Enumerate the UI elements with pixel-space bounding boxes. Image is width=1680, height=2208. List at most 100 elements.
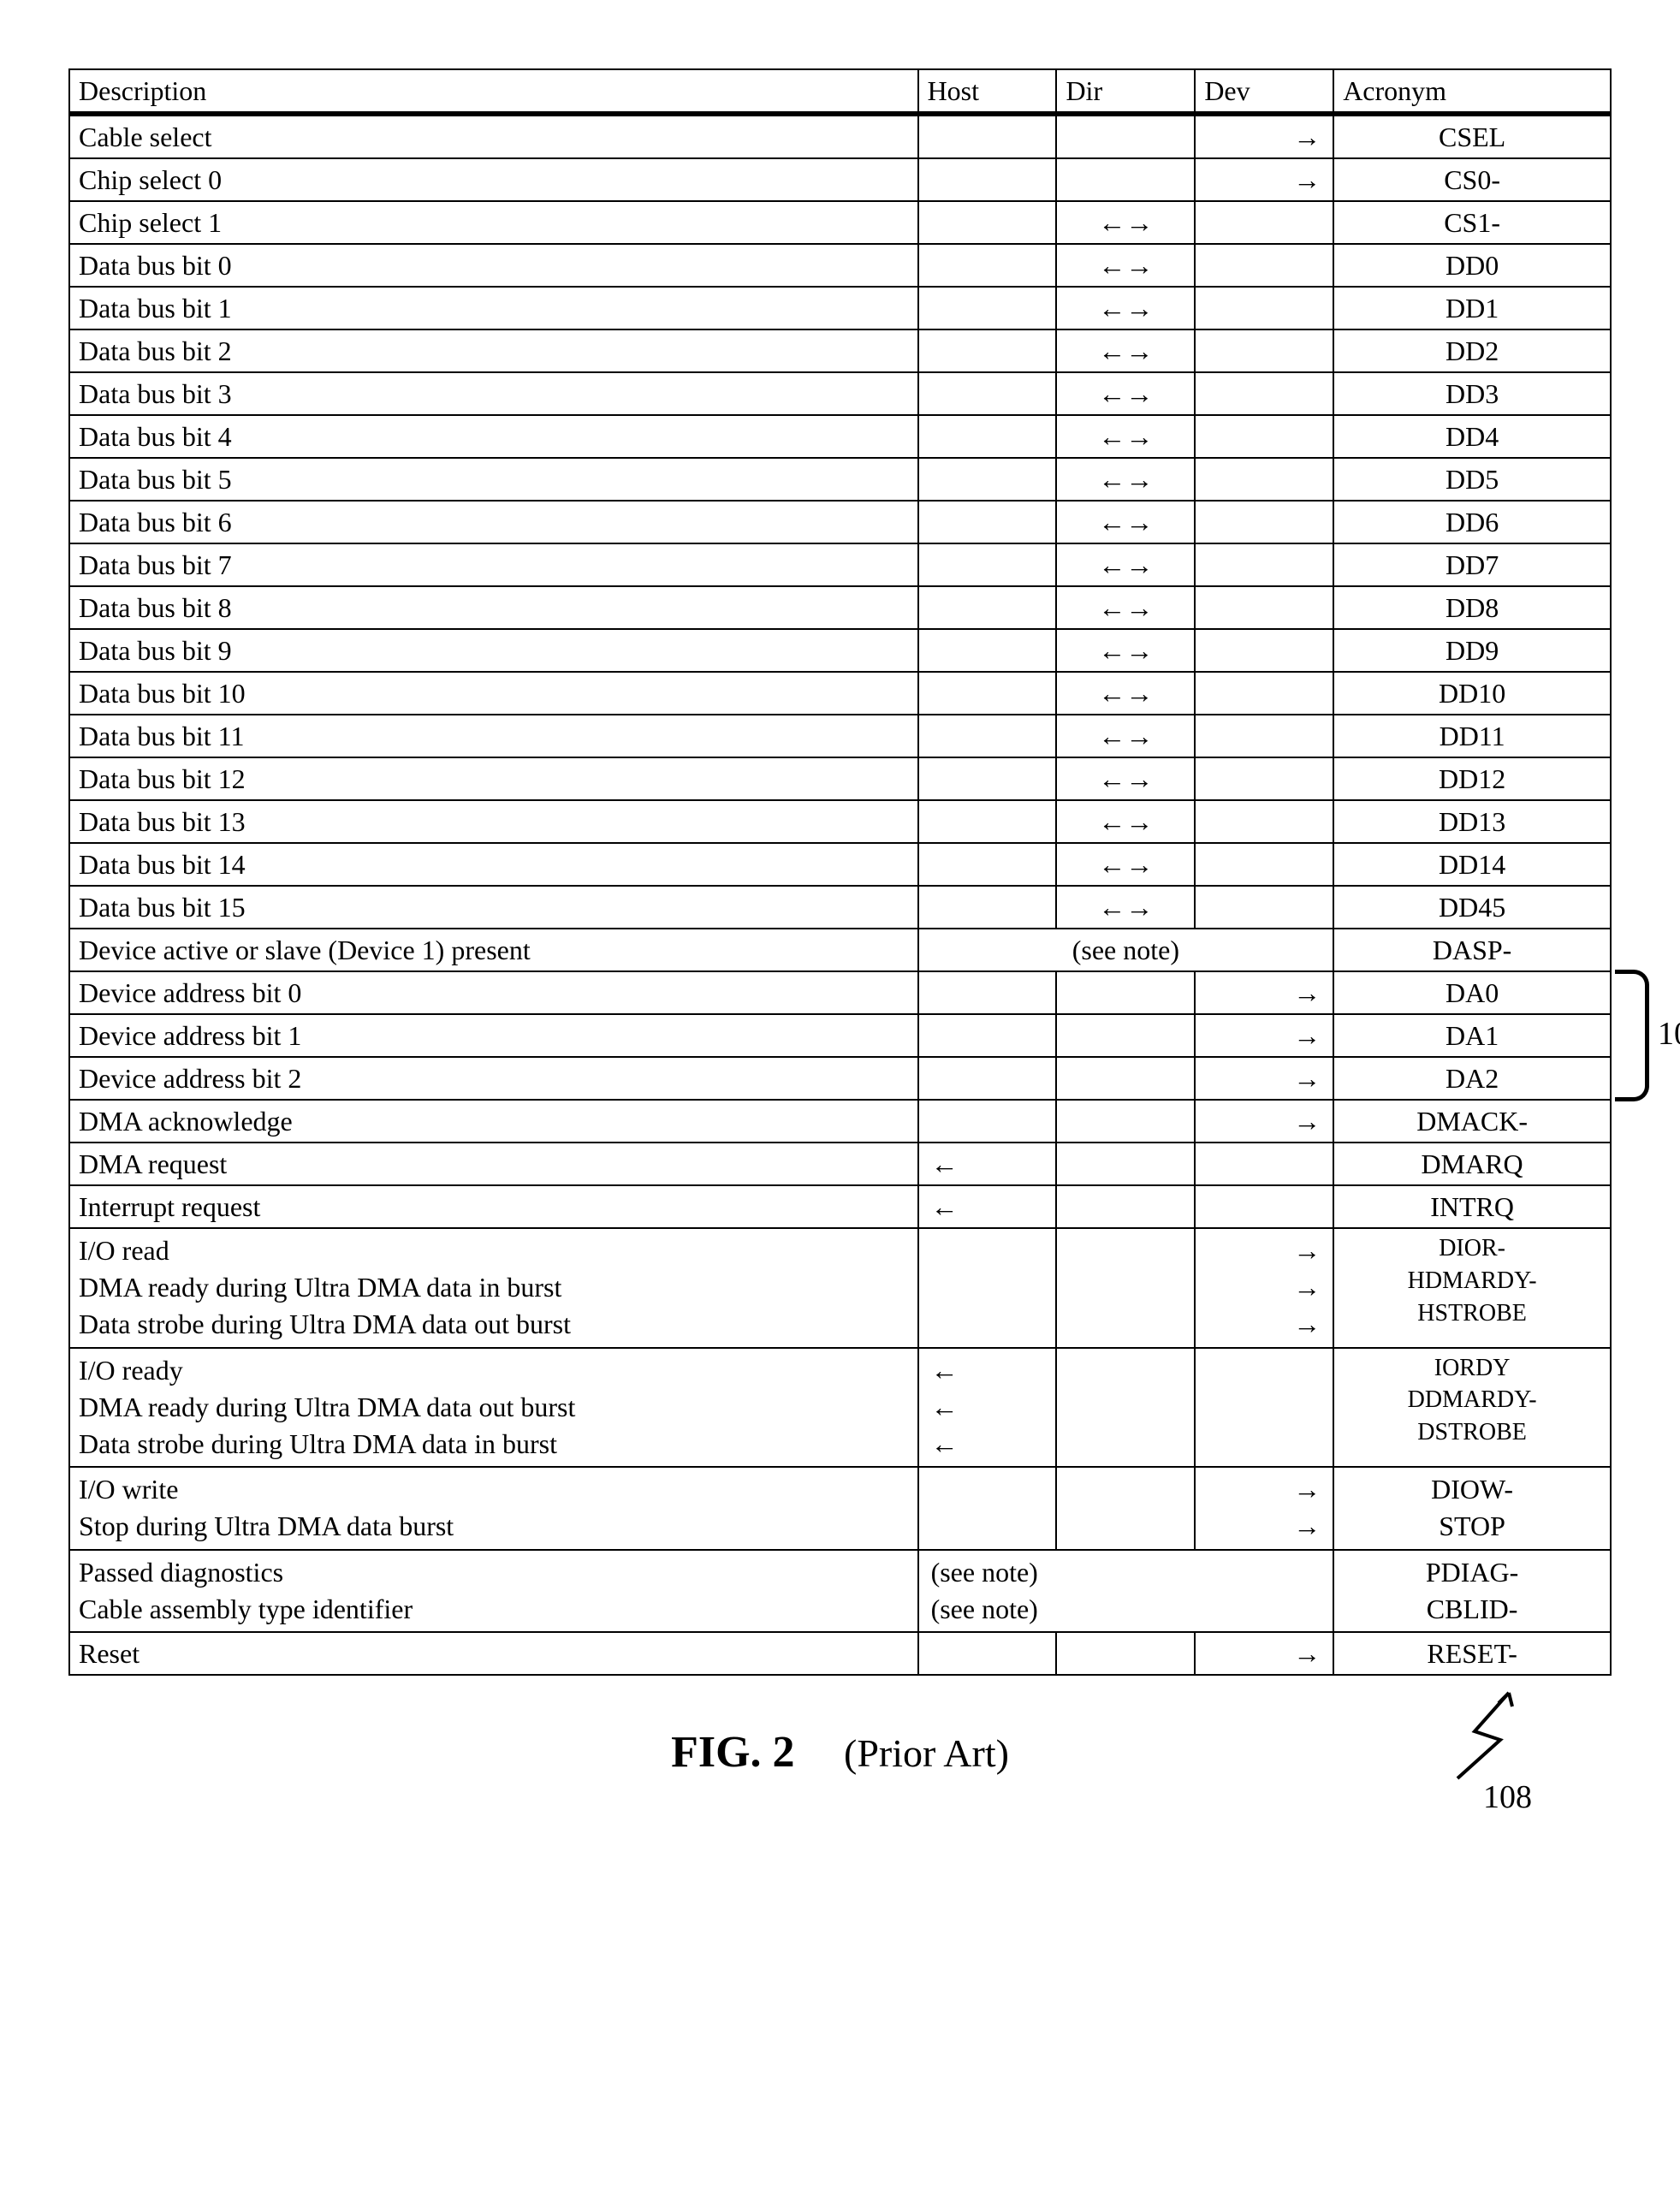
cell-dir: ←→ xyxy=(1056,672,1195,715)
cell-host xyxy=(918,287,1057,329)
cell-dir: ←→ xyxy=(1056,287,1195,329)
cell-host xyxy=(918,415,1057,458)
cell-host: ← xyxy=(918,1185,1057,1228)
cell-desc: Device address bit 1 xyxy=(69,1014,918,1057)
cell-dir: ←→ xyxy=(1056,458,1195,501)
cell-desc: Data bus bit 8 xyxy=(69,586,918,629)
line: DMA ready during Ultra DMA data out burs… xyxy=(79,1389,909,1426)
cell-dev xyxy=(1195,244,1333,287)
table-row: DMA acknowledge→DMACK- xyxy=(69,1100,1611,1143)
cell-desc: Data bus bit 14 xyxy=(69,843,918,886)
cell-dev xyxy=(1195,586,1333,629)
cell-desc: Data bus bit 2 xyxy=(69,329,918,372)
table-row: Data bus bit 8←→DD8 xyxy=(69,586,1611,629)
table-row: Data bus bit 2←→DD2 xyxy=(69,329,1611,372)
cell-dir xyxy=(1056,1632,1195,1675)
cell-desc: Data bus bit 0 xyxy=(69,244,918,287)
cell-dir: ←→ xyxy=(1056,201,1195,244)
cell-host xyxy=(918,244,1057,287)
cell-dir: ←→ xyxy=(1056,715,1195,757)
table-row: Device active or slave (Device 1) presen… xyxy=(69,929,1611,971)
line: I/O write xyxy=(79,1471,909,1508)
cell-acronym: DASP- xyxy=(1333,929,1611,971)
cell-host xyxy=(918,586,1057,629)
cell-desc: Data bus bit 5 xyxy=(69,458,918,501)
table-row: Data bus bit 13←→DD13 xyxy=(69,800,1611,843)
cell-desc: Data bus bit 3 xyxy=(69,372,918,415)
cell-dir xyxy=(1056,1014,1195,1057)
cell-desc: Chip select 1 xyxy=(69,201,918,244)
cell-host xyxy=(918,971,1057,1014)
cell-acronym: DD9 xyxy=(1333,629,1611,672)
cell-host xyxy=(918,458,1057,501)
cell-dev xyxy=(1195,329,1333,372)
cell-desc: I/O ready DMA ready during Ultra DMA dat… xyxy=(69,1348,918,1468)
cell-dev xyxy=(1195,201,1333,244)
cell-host xyxy=(918,843,1057,886)
cell-host xyxy=(918,1014,1057,1057)
cell-dir xyxy=(1056,1143,1195,1185)
line: DMA ready during Ultra DMA data in burst xyxy=(79,1269,909,1306)
cell-dev: → xyxy=(1195,971,1333,1014)
arrow-108 xyxy=(1423,1684,1526,1787)
cell-dev xyxy=(1195,886,1333,929)
cell-acronym: DD7 xyxy=(1333,543,1611,586)
table-row: Cable select→CSEL xyxy=(69,114,1611,158)
table-row: Chip select 1 ←→ CS1- xyxy=(69,201,1611,244)
cell-dev: → → → xyxy=(1195,1228,1333,1348)
cell-dev: → xyxy=(1195,114,1333,158)
cell-dev: → xyxy=(1195,1014,1333,1057)
line: Data strobe during Ultra DMA data in bur… xyxy=(79,1426,909,1463)
cell-dir xyxy=(1056,1057,1195,1100)
cell-host xyxy=(918,201,1057,244)
cell-dev xyxy=(1195,287,1333,329)
cell-dir: ←→ xyxy=(1056,329,1195,372)
cell-acronym: DMARQ xyxy=(1333,1143,1611,1185)
cell-acronym: INTRQ xyxy=(1333,1185,1611,1228)
cell-acronym: DIOR- HDMARDY- HSTROBE xyxy=(1333,1228,1611,1348)
cell-dir: ←→ xyxy=(1056,629,1195,672)
cell-host xyxy=(918,1228,1057,1348)
cell-acronym: CS1- xyxy=(1333,201,1611,244)
cell-desc: DMA request xyxy=(69,1143,918,1185)
cell-host xyxy=(918,543,1057,586)
table-row: Data bus bit 14←→DD14 xyxy=(69,843,1611,886)
cell-dev xyxy=(1195,501,1333,543)
cell-dev xyxy=(1195,672,1333,715)
line: Data strobe during Ultra DMA data out bu… xyxy=(79,1306,909,1343)
cell-host xyxy=(918,372,1057,415)
cell-acronym: DIOW- STOP xyxy=(1333,1467,1611,1549)
cell-desc: I/O read DMA ready during Ultra DMA data… xyxy=(69,1228,918,1348)
cell-host xyxy=(918,672,1057,715)
cell-desc: Data bus bit 9 xyxy=(69,629,918,672)
line: Passed diagnostics xyxy=(79,1554,909,1591)
cell-host xyxy=(918,114,1057,158)
cell-dir: ←→ xyxy=(1056,586,1195,629)
cell-acronym: DD5 xyxy=(1333,458,1611,501)
cell-acronym: DD12 xyxy=(1333,757,1611,800)
figure-caption: FIG. 2 (Prior Art) xyxy=(68,1727,1612,1778)
line: Stop during Ultra DMA data burst xyxy=(79,1508,909,1545)
row-reset: Reset → RESET- xyxy=(69,1632,1611,1675)
cell-host xyxy=(918,1057,1057,1100)
cell-dev: → → xyxy=(1195,1467,1333,1549)
table-row: Data bus bit 7←→DD7 xyxy=(69,543,1611,586)
table-row: Data bus bit 5 ←→ DD5 xyxy=(69,458,1611,501)
cell-desc: Device address bit 2 xyxy=(69,1057,918,1100)
row-passed: Passed diagnostics Cable assembly type i… xyxy=(69,1550,1611,1632)
cell-acronym: DA0 xyxy=(1333,971,1611,1014)
annotation-108: 108 xyxy=(1483,1778,1532,1816)
table-row: Data bus bit 12←→DD12 xyxy=(69,757,1611,800)
header-dir: Dir xyxy=(1056,69,1195,114)
cell-dev xyxy=(1195,543,1333,586)
line: I/O ready xyxy=(79,1352,909,1389)
cell-dev xyxy=(1195,715,1333,757)
cell-acronym: CS0- xyxy=(1333,158,1611,201)
cell-host xyxy=(918,1467,1057,1549)
table-row: Data bus bit 10←→DD10 xyxy=(69,672,1611,715)
cell-desc: Cable select xyxy=(69,114,918,158)
cell-dir: ←→ xyxy=(1056,415,1195,458)
cell-desc: Interrupt request xyxy=(69,1185,918,1228)
cell-dev: → xyxy=(1195,1632,1333,1675)
cell-desc: Data bus bit 7 xyxy=(69,543,918,586)
